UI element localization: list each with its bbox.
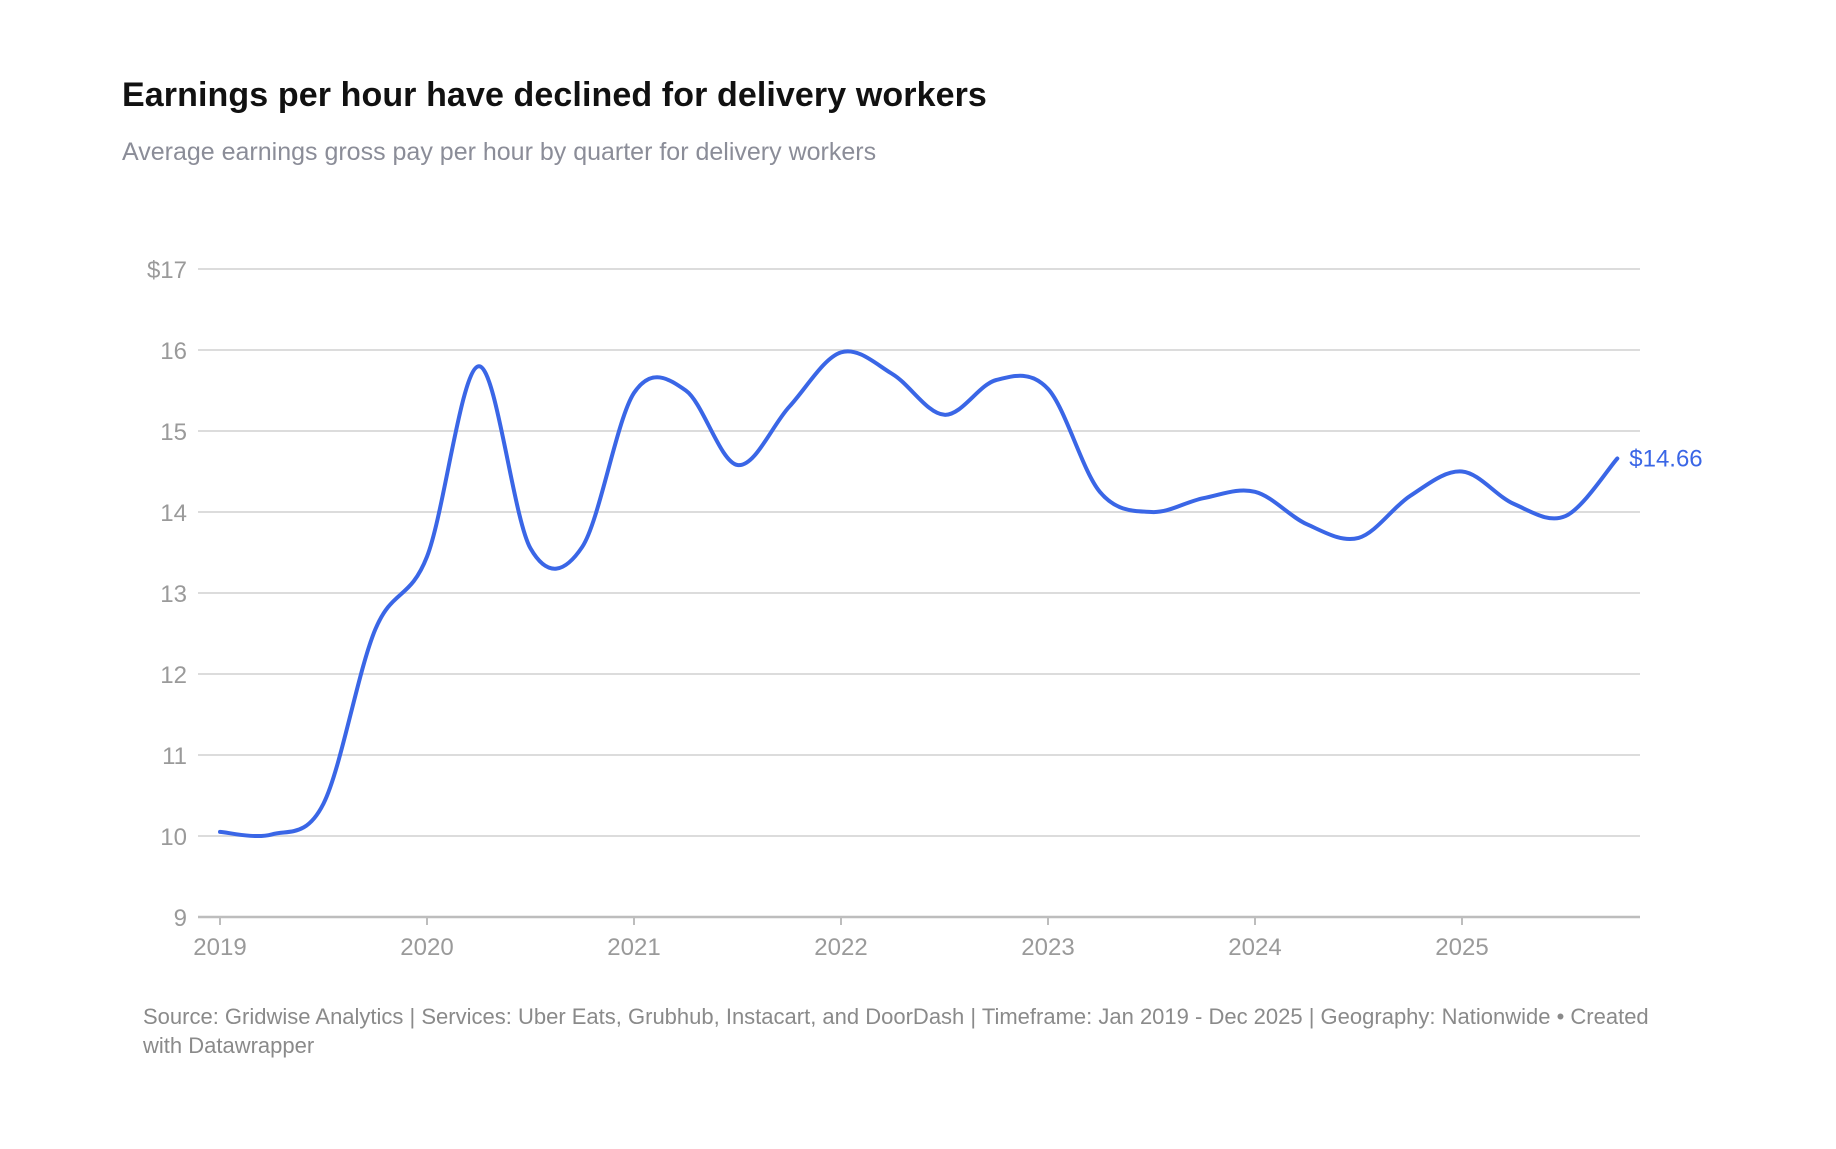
- x-tick-label: 2024: [1228, 934, 1281, 961]
- y-axis-ticks: 9 10 11 12 13 14 15 16 $17: [147, 257, 187, 932]
- y-tick-label: 10: [160, 824, 187, 851]
- series-line: [218, 349, 1620, 839]
- y-tick-label: 9: [174, 905, 187, 932]
- x-tick-label: 2020: [400, 934, 453, 961]
- y-tick-label: 11: [162, 743, 187, 770]
- chart-title: Earnings per hour have declined for deli…: [122, 76, 987, 114]
- y-tick-label: 13: [160, 581, 187, 608]
- y-tick-label: 15: [160, 419, 187, 446]
- x-tick-label: 2021: [607, 934, 660, 961]
- x-tick-label: 2019: [193, 934, 246, 961]
- x-tick-label: 2025: [1435, 934, 1488, 961]
- x-tick-label: 2022: [814, 934, 867, 961]
- y-tick-label: 12: [160, 662, 187, 689]
- end-value-label: $14.66: [1629, 446, 1702, 473]
- x-axis-ticks: 2019 2020 2021 2022 2023 2024 2025: [193, 917, 1489, 961]
- source-note: Source: Gridwise Analytics | Services: U…: [143, 1004, 1649, 1058]
- y-tick-label: 16: [160, 338, 187, 365]
- y-tick-label: $17: [147, 257, 187, 284]
- gridlines: [198, 268, 1640, 919]
- series-layer: $14.66: [218, 349, 1703, 839]
- x-tick-label: 2023: [1021, 934, 1074, 961]
- y-tick-label: 14: [160, 500, 187, 527]
- chart-subtitle: Average earnings gross pay per hour by q…: [122, 138, 877, 166]
